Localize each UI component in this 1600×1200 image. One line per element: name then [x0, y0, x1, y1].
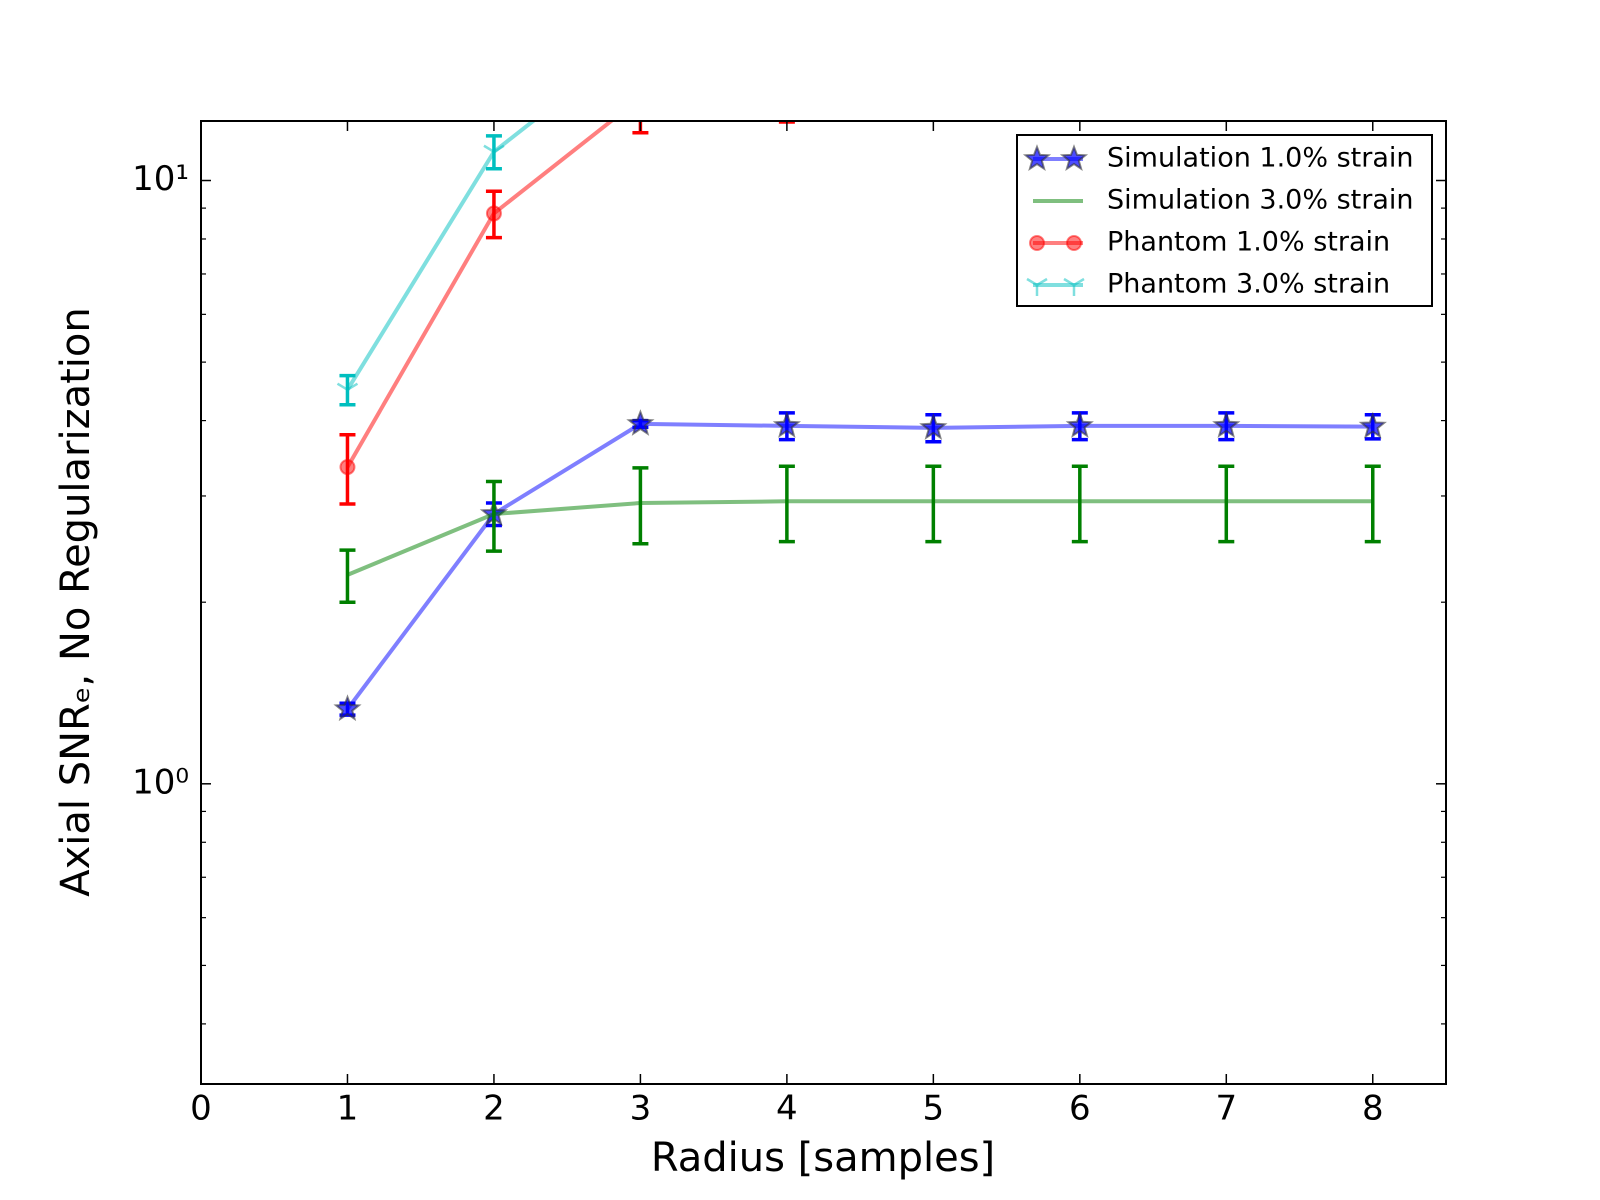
marker: [772, 411, 802, 438]
x-tick-label: 1: [337, 1089, 359, 1129]
y-axis-label: Axial SNRₑ, No Regularization: [53, 307, 99, 896]
error-bar: [632, 466, 649, 546]
error-bar: [1218, 464, 1235, 544]
marker: [333, 694, 362, 722]
marker: [626, 409, 655, 436]
series-line: [345, 121, 615, 469]
error-bar: [1071, 464, 1088, 544]
marker: [1212, 411, 1241, 438]
marker: [336, 382, 359, 401]
x-tick-label: 0: [190, 1089, 212, 1129]
marker: [1029, 235, 1045, 251]
x-tick-label: 6: [1069, 1089, 1091, 1129]
x-tick-label: 3: [630, 1089, 652, 1129]
error-bar: [778, 464, 795, 544]
legend-label: Simulation 1.0% strain: [1107, 143, 1414, 174]
legend-box: [1016, 134, 1433, 307]
legend-label: Simulation 3.0% strain: [1107, 185, 1414, 216]
x-tick-label: 5: [923, 1089, 945, 1129]
x-axis-label: Radius [samples]: [651, 1135, 995, 1181]
legend: Simulation 1.0% strain Simulation 3.0% st…: [1016, 134, 1433, 307]
marker: [1059, 144, 1089, 172]
legend-label: Phantom 1.0% strain: [1107, 227, 1390, 258]
marker: [1358, 411, 1387, 439]
legend-label: Phantom 3.0% strain: [1107, 269, 1390, 300]
x-tick-label: 7: [1215, 1089, 1237, 1129]
marker: [1022, 144, 1052, 172]
x-tick-label: 4: [776, 1089, 798, 1129]
marker: [485, 205, 502, 222]
plot-area: [333, 121, 1387, 722]
plot-frame: [200, 120, 1447, 1085]
y-tick-label: 10¹: [132, 159, 189, 199]
marker: [1065, 411, 1094, 438]
x-tick-label: 8: [1362, 1089, 1384, 1129]
x-tick-label: 2: [483, 1089, 505, 1129]
error-bar: [339, 548, 356, 604]
marker: [483, 144, 505, 163]
error-bar: [1364, 464, 1381, 544]
marker: [1066, 235, 1082, 251]
error-bar: [925, 464, 942, 544]
error-bar: [485, 479, 502, 553]
y-tick-label: 10⁰: [132, 762, 189, 802]
marker: [1063, 277, 1085, 296]
marker: [919, 413, 948, 440]
series-line: [345, 421, 1373, 711]
marker: [1026, 277, 1048, 296]
marker: [339, 459, 356, 476]
series-line: [346, 499, 1373, 577]
axes: 0 1 2 3 4 5 6 7 8 10⁰ 10¹: [132, 120, 1447, 1129]
